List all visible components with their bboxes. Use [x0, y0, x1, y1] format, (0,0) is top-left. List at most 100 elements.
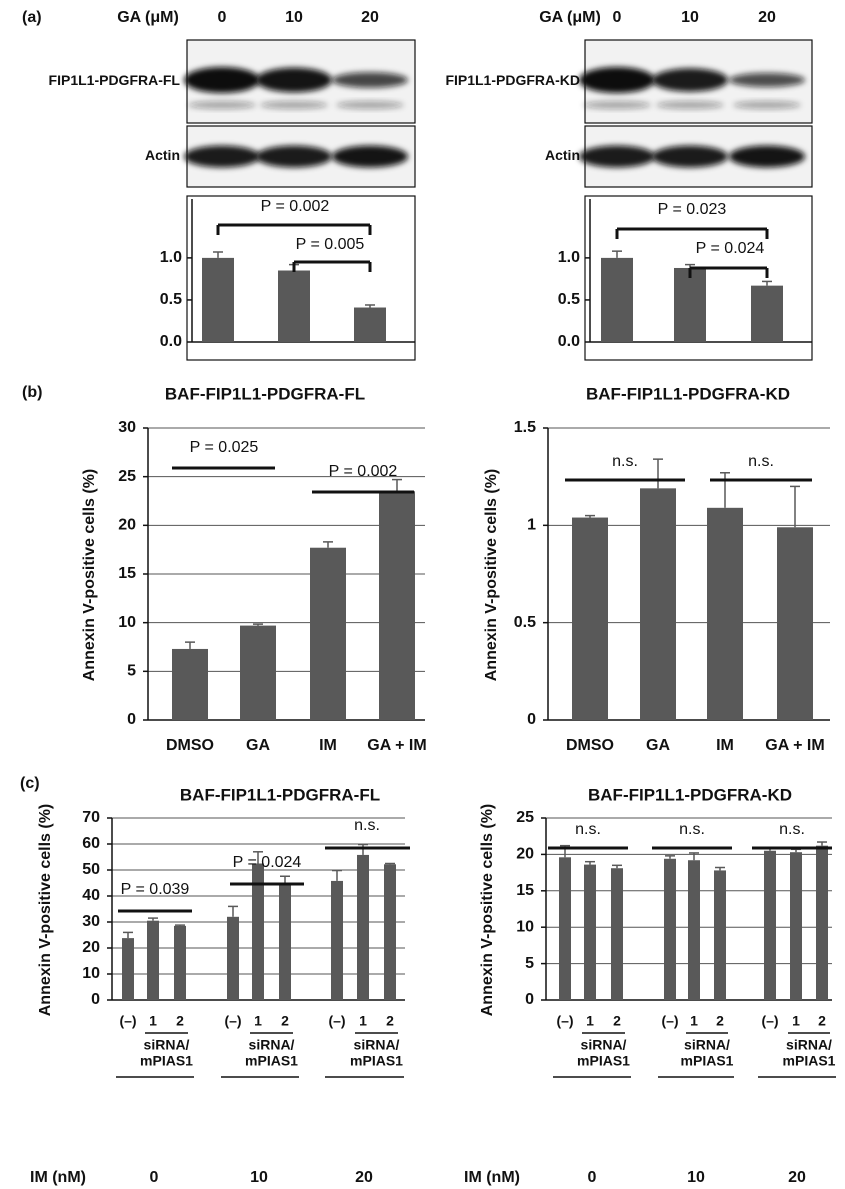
- x-group-label: 20: [788, 1169, 806, 1186]
- bar: [601, 258, 633, 342]
- group-label: mPIAS1: [245, 1053, 298, 1069]
- bar: [572, 518, 608, 720]
- bar: [764, 851, 776, 1000]
- x-group-label: 0: [588, 1169, 597, 1186]
- lane-label: 10: [285, 9, 303, 26]
- blot-band: [184, 146, 260, 168]
- x-tick-label: 1: [690, 1013, 698, 1029]
- blot-band: [332, 72, 408, 88]
- bar: [688, 860, 700, 1000]
- bar: [384, 864, 396, 1000]
- bar: [202, 258, 234, 342]
- lane-label: 20: [361, 9, 379, 26]
- y-tick-label: 1.5: [514, 419, 536, 436]
- panel-label: (c): [20, 775, 40, 792]
- bar: [227, 917, 239, 1000]
- x-tick-label: 2: [613, 1013, 621, 1029]
- x-axis-title: IM (nM): [30, 1169, 86, 1186]
- blot-row-label: FIP1L1-PDGFRA-FL: [49, 72, 181, 88]
- bar: [611, 868, 623, 1000]
- x-tick-label: (–): [119, 1013, 136, 1029]
- blot-band: [188, 101, 256, 109]
- x-tick-label: 1: [359, 1013, 367, 1029]
- annotation: n.s.: [779, 821, 805, 838]
- annotation: P = 0.024: [696, 240, 765, 257]
- lane-label: 10: [681, 9, 699, 26]
- y-tick-label: 1: [527, 517, 536, 534]
- y-axis-label: Annexin V-positive cells (%): [479, 804, 496, 1017]
- y-tick-label: 10: [516, 918, 534, 935]
- y-tick-label: 15: [118, 565, 136, 582]
- y-tick-label: 25: [118, 468, 136, 485]
- blot-band: [656, 101, 724, 109]
- y-tick-label: 0: [127, 711, 136, 728]
- x-tick-label: (–): [761, 1013, 778, 1029]
- annotation: P = 0.005: [296, 236, 365, 253]
- chart-title: BAF-FIP1L1-PDGFRA-FL: [180, 785, 380, 804]
- annotation: n.s.: [354, 817, 380, 834]
- y-tick-label: 15: [516, 882, 534, 899]
- annotation: P = 0.025: [190, 439, 259, 456]
- y-tick-label: 60: [82, 835, 100, 852]
- bar: [279, 884, 291, 1000]
- y-tick-label: 50: [82, 861, 100, 878]
- chart-title: BAF-FIP1L1-PDGFRA-KD: [588, 785, 792, 804]
- blot-band: [260, 101, 328, 109]
- group-label: mPIAS1: [681, 1053, 734, 1069]
- bar: [240, 626, 276, 720]
- y-tick-label: 5: [127, 663, 136, 680]
- blot-band: [652, 146, 728, 168]
- y-tick-label: 70: [82, 809, 100, 826]
- x-tick-label: GA + IM: [765, 737, 824, 754]
- y-tick-label: 40: [82, 887, 100, 904]
- group-label: mPIAS1: [140, 1053, 193, 1069]
- blot-band: [729, 73, 805, 87]
- bar: [278, 271, 310, 343]
- y-tick-label: 30: [82, 913, 100, 930]
- x-tick-label: GA + IM: [367, 737, 426, 754]
- bar: [357, 855, 369, 1000]
- annotation: P = 0.039: [121, 881, 190, 898]
- bar: [310, 548, 346, 720]
- group-label: siRNA/: [786, 1037, 832, 1053]
- bar: [714, 870, 726, 1000]
- y-tick-label: 0.5: [160, 291, 182, 308]
- lane-label: 20: [758, 9, 776, 26]
- group-label: siRNA/: [684, 1037, 730, 1053]
- blot-row-label: Actin: [145, 147, 180, 163]
- blot-band: [583, 101, 651, 109]
- x-tick-label: 1: [254, 1013, 262, 1029]
- x-tick-label: 2: [281, 1013, 289, 1029]
- annotation: P = 0.023: [658, 201, 727, 218]
- x-tick-label: (–): [556, 1013, 573, 1029]
- bar: [172, 649, 208, 720]
- annotation: P = 0.002: [261, 198, 330, 215]
- x-tick-label: DMSO: [566, 737, 614, 754]
- annotation: n.s.: [679, 821, 705, 838]
- bar: [664, 859, 676, 1000]
- bar: [174, 926, 186, 1000]
- y-tick-label: 25: [516, 809, 534, 826]
- y-tick-label: 5: [525, 955, 534, 972]
- bar: [816, 846, 828, 1000]
- y-tick-label: 10: [118, 614, 136, 631]
- x-tick-label: GA: [246, 737, 270, 754]
- y-tick-label: 0.5: [514, 614, 536, 631]
- chart-title: BAF-FIP1L1-PDGFRA-FL: [165, 384, 365, 403]
- x-tick-label: (–): [328, 1013, 345, 1029]
- blot-band: [579, 146, 655, 168]
- group-label: siRNA/: [354, 1037, 400, 1053]
- bar: [751, 286, 783, 342]
- group-label: siRNA/: [581, 1037, 627, 1053]
- x-group-label: 0: [150, 1169, 159, 1186]
- x-tick-label: 2: [386, 1013, 394, 1029]
- bar: [354, 308, 386, 342]
- lanes-label: GA (μM): [539, 9, 601, 26]
- x-tick-label: 1: [792, 1013, 800, 1029]
- y-axis-label: Annexin V-positive cells (%): [37, 804, 54, 1017]
- y-tick-label: 20: [82, 939, 100, 956]
- y-axis-label: Annexin V-positive cells (%): [483, 469, 500, 682]
- blot-band: [332, 146, 408, 168]
- x-group-label: 10: [250, 1169, 268, 1186]
- group-label: mPIAS1: [350, 1053, 403, 1069]
